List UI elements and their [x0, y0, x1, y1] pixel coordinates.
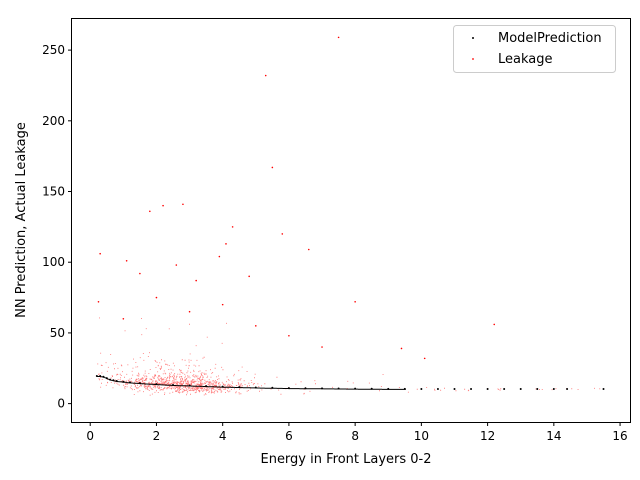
model-prediction-point [536, 388, 539, 391]
leakage-point [288, 334, 290, 337]
x-tick-label: 0 [86, 429, 94, 443]
x-tick-label: 12 [480, 429, 495, 443]
model-prediction-point [254, 386, 257, 389]
legend-label-model-prediction: ModelPrediction [498, 31, 602, 46]
leakage-point [97, 301, 100, 303]
model-prediction-point [370, 387, 373, 390]
leakage-point [175, 264, 178, 266]
y-axis-label: NN Prediction, Actual Leakage [14, 122, 29, 318]
leakage-point [188, 310, 191, 313]
model-prediction-point [128, 381, 131, 384]
legend-marker-leakage [472, 58, 474, 60]
leakage-point [195, 279, 197, 282]
leakage-point [231, 226, 234, 228]
leakage-point [281, 233, 284, 235]
model-prediction-point [602, 388, 605, 391]
leakage-point [182, 203, 184, 206]
leakage-point [271, 166, 274, 169]
plot-frame [71, 18, 631, 423]
model-prediction-point [519, 388, 522, 391]
model-prediction-point [115, 379, 118, 382]
leakage-point [218, 255, 221, 258]
leakage-point [493, 323, 496, 326]
model-prediction-point [102, 375, 105, 378]
model-prediction-point [112, 379, 115, 382]
x-tick-label: 2 [153, 429, 161, 443]
legend-box [453, 25, 616, 73]
model-prediction-point [337, 387, 340, 390]
leakage-point [225, 243, 227, 245]
leakage-point [99, 252, 101, 255]
x-tick-label: 14 [546, 429, 561, 443]
x-axis-label: Energy in Front Layers 0-2 [260, 452, 431, 467]
model-prediction-point [105, 377, 108, 380]
leakage-point [354, 301, 356, 303]
legend: ModelPrediction Leakage [453, 25, 616, 73]
leakage-point [149, 210, 151, 213]
y-tick-label: 50 [50, 326, 65, 340]
model-prediction-point [188, 384, 191, 387]
legend-label-leakage: Leakage [498, 52, 553, 67]
model-prediction-point [221, 385, 224, 388]
model-prediction-point [138, 382, 141, 385]
leakage-point [264, 74, 267, 77]
legend-marker-model-prediction [472, 37, 474, 39]
model-prediction-point [238, 386, 241, 389]
model-prediction-point [321, 387, 324, 390]
model-prediction-point [109, 378, 112, 381]
model-prediction-point [271, 386, 274, 389]
y-tick-label: 150 [42, 185, 65, 199]
model-prediction-point [420, 388, 423, 391]
y-tick-label: 100 [42, 255, 65, 269]
model-prediction-point [566, 388, 569, 391]
model-prediction-point [172, 383, 175, 386]
leakage-point [254, 325, 257, 327]
x-tick-label: 4 [219, 429, 227, 443]
x-tick-label: 6 [285, 429, 293, 443]
leakage-point [162, 204, 164, 207]
model-prediction-point [205, 385, 208, 388]
model-prediction-point [99, 375, 102, 378]
leakage-point [248, 275, 250, 278]
y-tick-label: 200 [42, 114, 65, 128]
model-prediction-point [552, 388, 555, 391]
leakage-point [307, 248, 310, 251]
model-prediction-point [304, 387, 307, 390]
y-axis-ticks: 0 50 100 150 200 250 [42, 43, 72, 411]
model-prediction-point [403, 387, 406, 390]
y-tick-label: 250 [42, 43, 65, 57]
leakage-point [400, 347, 403, 350]
leakage-point [423, 357, 426, 360]
leakage-point [139, 272, 141, 275]
model-prediction-point [354, 387, 357, 390]
model-prediction-point [122, 380, 125, 383]
model-prediction-point [387, 387, 390, 390]
x-axis-ticks: 0 2 4 6 8 10 12 14 16 [86, 422, 628, 443]
leakage-point [221, 303, 224, 306]
leakage-point [155, 296, 158, 299]
model-prediction-point [287, 387, 290, 390]
model-prediction-point [470, 388, 473, 391]
leakage-point [125, 260, 128, 262]
model-prediction-points [95, 375, 605, 391]
leakage-points [97, 36, 496, 360]
model-prediction-point [155, 383, 158, 386]
x-tick-label: 8 [351, 429, 359, 443]
model-prediction-point [503, 388, 506, 391]
leakage-point [122, 317, 125, 320]
y-tick-label: 0 [57, 397, 65, 411]
leakage-point [337, 36, 340, 39]
model-prediction-point [95, 375, 98, 378]
x-tick-label: 10 [414, 429, 429, 443]
model-prediction-point [436, 388, 439, 391]
x-tick-label: 16 [612, 429, 627, 443]
leakage-point [321, 346, 323, 348]
model-prediction-point [486, 388, 489, 391]
model-prediction-point [453, 388, 456, 391]
